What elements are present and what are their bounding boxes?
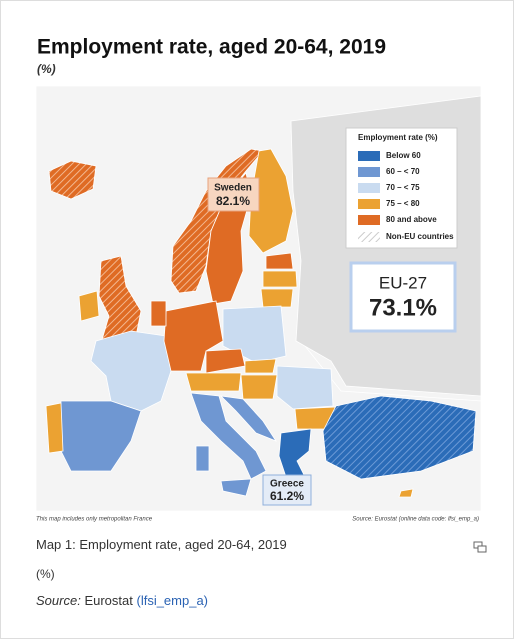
- estonia: [265, 252, 294, 270]
- turkey: [322, 395, 477, 480]
- legend-swatch: [358, 232, 380, 242]
- legend-label: Non-EU countries: [386, 232, 454, 241]
- sweden-callout: [207, 177, 260, 212]
- croatia: [219, 395, 278, 442]
- legend-title: Employment rate (%): [358, 133, 438, 142]
- callout-name: Sweden: [214, 183, 252, 194]
- legend-label: 75 – < 80: [386, 199, 420, 208]
- austria: [185, 372, 242, 392]
- netherlands: [150, 300, 167, 327]
- callout-name: Greece: [270, 479, 304, 490]
- norway: [170, 148, 264, 294]
- map-source: Source: Eurostat (online data code: lfsi…: [352, 517, 479, 523]
- ireland: [78, 290, 100, 322]
- finland: [248, 148, 294, 254]
- slovakia: [244, 358, 277, 374]
- legend-swatch: [358, 151, 380, 161]
- legend-items: Below 60 60 – < 70 70 – < 75 75 – < 80 80 an…: [358, 151, 437, 225]
- subtitle: (%): [37, 62, 56, 76]
- italy: [190, 392, 267, 497]
- callout-value: 61.2%: [270, 489, 304, 503]
- lithuania: [260, 288, 294, 308]
- legend-label: 60 – < 70: [386, 167, 420, 176]
- eu-value: 73.1%: [369, 294, 437, 321]
- caption-source: Source: Eurostat (lfsi_emp_a): [36, 593, 208, 608]
- romania: [276, 365, 334, 410]
- callout-value: 82.1%: [216, 194, 250, 208]
- expand-icon[interactable]: [473, 541, 487, 553]
- source-text: Eurostat: [84, 593, 133, 608]
- iceland: [48, 160, 97, 200]
- map-figure: Employment rate, aged 20-64, 2019 (%) Sw…: [35, 36, 482, 523]
- legend-swatch: [358, 183, 380, 193]
- legend-swatch: [358, 215, 380, 225]
- cyprus: [398, 488, 414, 498]
- germany: [163, 300, 224, 372]
- eu-name: EU-27: [379, 273, 427, 292]
- source-link[interactable]: (lfsi_emp_a): [136, 593, 209, 608]
- greece-callout: [262, 474, 312, 506]
- legend-label: 70 – < 75: [386, 183, 420, 192]
- hungary: [240, 374, 278, 400]
- caption-unit: (%): [36, 567, 55, 581]
- spain: [60, 400, 142, 472]
- legend-swatch: [358, 167, 380, 177]
- legend-label: Below 60: [386, 151, 421, 160]
- legend-swatch: [358, 199, 380, 209]
- greece: [278, 428, 312, 480]
- portugal: [45, 402, 64, 454]
- source-label: Source:: [36, 593, 81, 608]
- eu-box: [349, 261, 457, 333]
- legend-label: 80 and above: [386, 215, 437, 224]
- latvia: [262, 270, 298, 288]
- france: [90, 330, 172, 412]
- title: Employment rate, aged 20-64, 2019: [37, 36, 386, 59]
- caption-title: Map 1: Employment rate, aged 20-64, 2019: [36, 537, 287, 552]
- map-note: This map includes only metropolitan Fran…: [36, 517, 153, 523]
